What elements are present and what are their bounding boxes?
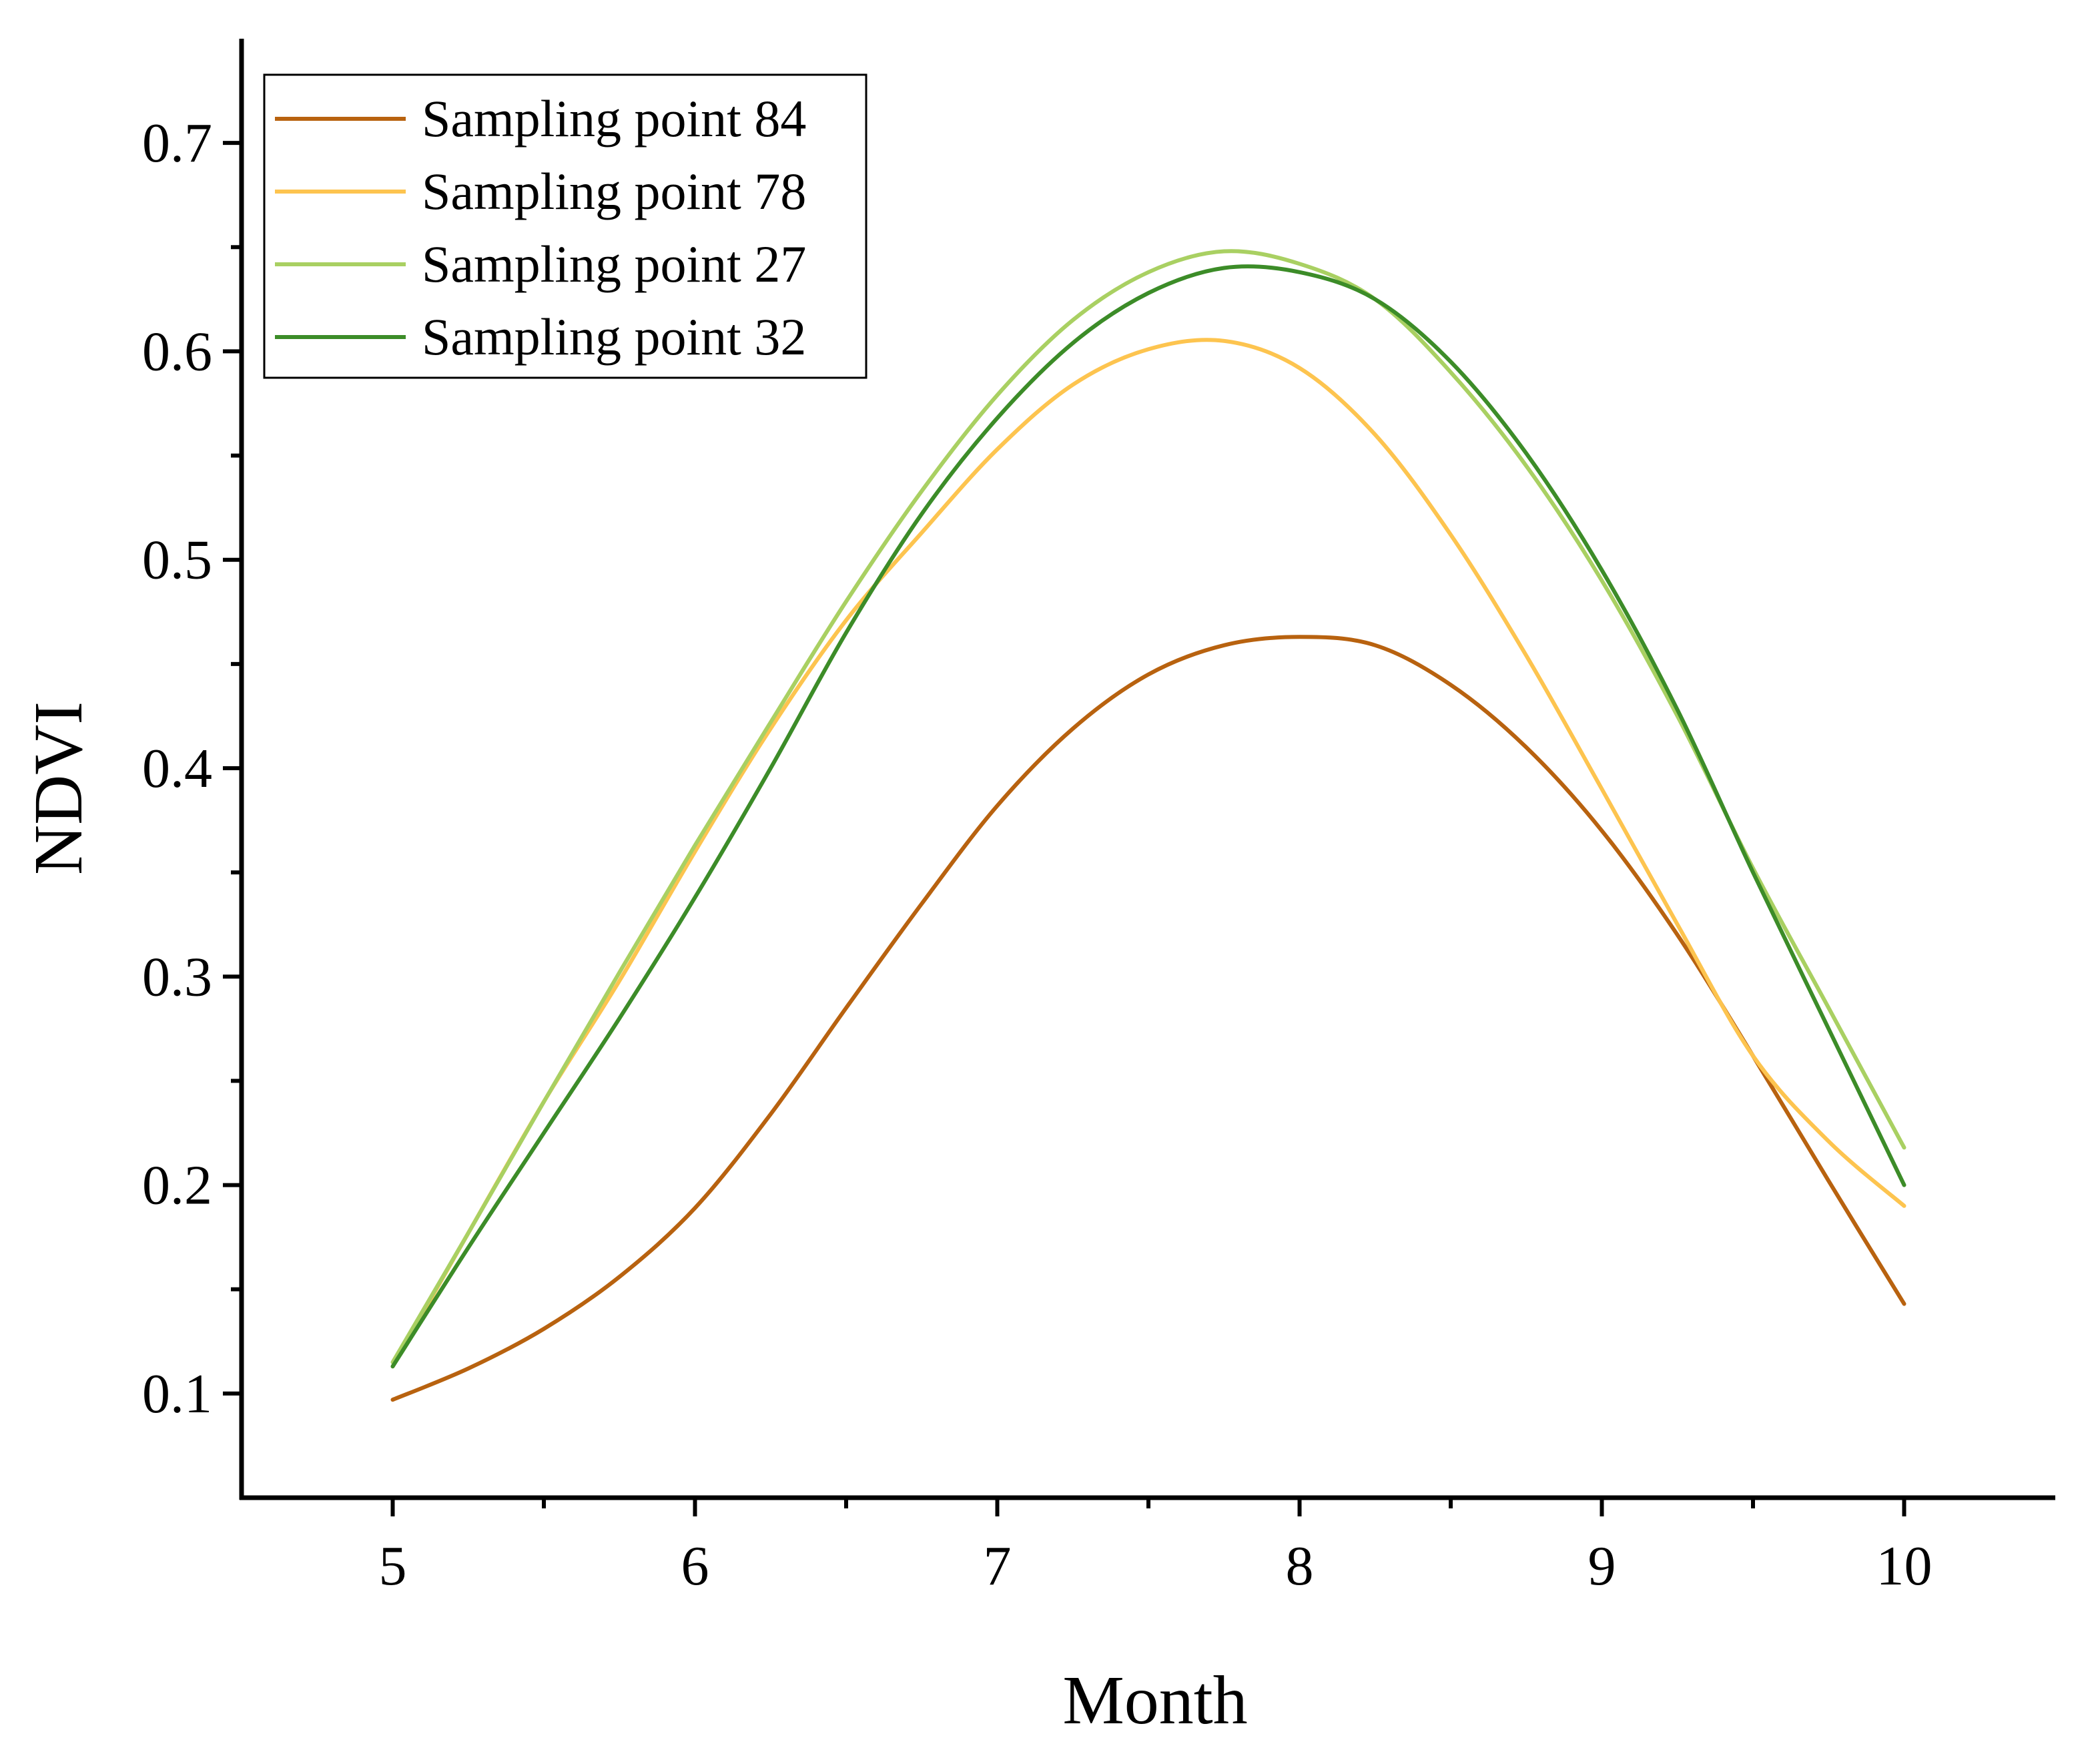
plot-lines [390,249,1906,1402]
legend-box [263,73,867,379]
y-tick-label: 0.3 [142,946,212,1008]
legend-label-2: Sampling point 78 [422,162,806,220]
y-tick-label: 0.2 [142,1155,212,1217]
series-line-2 [390,338,1906,1369]
legend-label-4: Sampling point 32 [422,308,806,366]
series-line-4 [390,264,1906,1369]
x-tick-label: 7 [984,1535,1012,1597]
y-tick-label: 0.1 [142,1363,212,1425]
axes: 0.1 0.2 0.3 0.4 0.5 0.6 0.7 5 6 7 8 9 10 [142,39,2055,1597]
y-tick-label: 0.5 [142,529,212,591]
series-line-3 [390,249,1906,1364]
y-tick-label: 0.7 [142,112,212,174]
legend: Sampling point 84 Sampling point 78 Sampli… [263,73,867,379]
y-tick-label: 0.6 [142,320,212,382]
y-axis-title: NDVI [20,701,97,875]
x-tick-label: 5 [379,1535,407,1597]
x-tick-label: 9 [1588,1535,1616,1597]
x-tick-label: 10 [1876,1535,1933,1597]
y-tick-label: 0.4 [142,738,212,800]
x-ticks: 5 6 7 8 9 10 [379,1498,1933,1597]
legend-label-3: Sampling point 27 [422,235,806,293]
series-line-1 [390,635,1906,1402]
x-tick-label: 6 [681,1535,709,1597]
x-tick-label: 8 [1286,1535,1314,1597]
y-ticks: 0.1 0.2 0.3 0.4 0.5 0.6 0.7 [142,112,242,1425]
legend-label-1: Sampling point 84 [422,89,806,148]
x-axis-title: Month [1062,1662,1247,1739]
